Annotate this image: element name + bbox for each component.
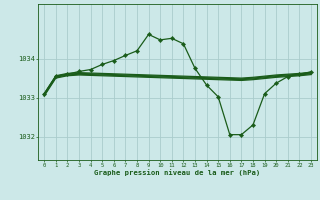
X-axis label: Graphe pression niveau de la mer (hPa): Graphe pression niveau de la mer (hPa) [94, 169, 261, 176]
